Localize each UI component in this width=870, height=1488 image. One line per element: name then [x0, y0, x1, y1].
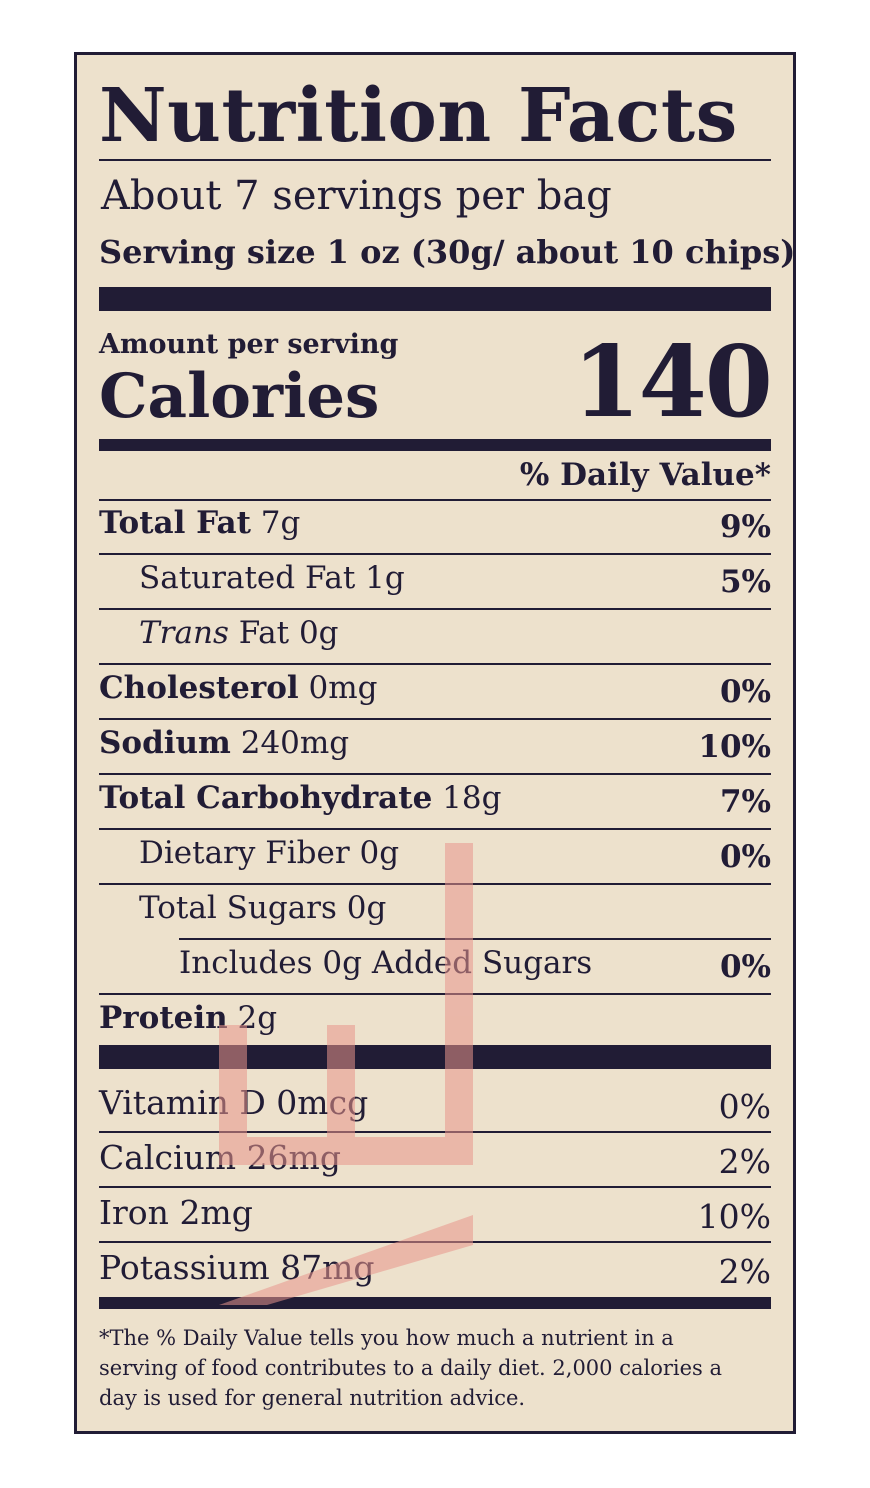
- vitamin-row: Iron 2mg 10%: [99, 1189, 771, 1243]
- nutrient-name: Sodium 240mg: [99, 725, 349, 761]
- nutrient-daily-value: 10%: [698, 729, 771, 765]
- vitamin-row: Vitamin D 0mcg 0%: [99, 1079, 771, 1133]
- nutrient-label: Sodium: [99, 725, 231, 761]
- dv-header-divider: [99, 499, 771, 501]
- vitamin-row: Calcium 26mg 2%: [99, 1134, 771, 1188]
- nutrient-name: Total Carbohydrate 18g: [99, 780, 501, 816]
- nutrient-label: Protein: [99, 1000, 228, 1036]
- nutrient-label: Includes 0g Added Sugars: [179, 945, 593, 981]
- thick-divider-vitamins: [99, 1045, 771, 1069]
- nutrient-amount: 2g: [237, 1000, 278, 1036]
- nutrient-daily-value: 7%: [719, 784, 771, 820]
- nutrient-row: Saturated Fat 1g 5%: [99, 556, 771, 610]
- nutrient-row: Includes 0g Added Sugars 0%: [99, 941, 771, 995]
- nutrient-daily-value: 9%: [719, 509, 771, 545]
- calories-value: 140: [572, 325, 773, 440]
- vitamin-label: Potassium: [99, 1248, 270, 1287]
- vitamin-name: Vitamin D 0mcg: [99, 1083, 368, 1122]
- nutrient-row: Total Fat 7g 9%: [99, 501, 771, 555]
- nutrient-daily-value: 0%: [719, 949, 771, 985]
- vitamin-amount: 2mg: [179, 1193, 253, 1232]
- row-divider: [99, 718, 771, 720]
- row-divider: [99, 773, 771, 775]
- nutrient-name: Includes 0g Added Sugars: [179, 945, 592, 981]
- row-divider: [99, 1186, 771, 1188]
- nutrient-label: Total Sugars: [139, 890, 337, 926]
- nutrient-name: Trans Fat 0g: [139, 615, 339, 651]
- nutrient-daily-value: 5%: [719, 564, 771, 600]
- nutrient-amount: 240mg: [240, 725, 350, 761]
- nutrient-daily-value: 0%: [719, 674, 771, 710]
- nutrient-row: Cholesterol 0mg 0%: [99, 666, 771, 720]
- row-divider: [99, 1241, 771, 1243]
- panel-content: Nutrition Facts About 7 servings per bag…: [99, 55, 795, 1431]
- nutrient-row: Total Sugars 0g: [99, 886, 771, 940]
- nutrient-name: Protein 2g: [99, 1000, 277, 1036]
- nutrient-row: Total Carbohydrate 18g 7%: [99, 776, 771, 830]
- nutrient-label: Dietary Fiber: [139, 835, 350, 871]
- vitamin-label: Calcium: [99, 1138, 237, 1177]
- nutrient-name: Dietary Fiber 0g: [139, 835, 399, 871]
- nutrient-amount: 0g: [298, 615, 339, 651]
- nutrient-name-italic: Trans: [139, 615, 229, 651]
- vitamin-daily-value: 2%: [718, 1252, 771, 1291]
- thick-divider-top: [99, 287, 771, 311]
- row-divider: [99, 993, 771, 995]
- row-divider: [99, 883, 771, 885]
- title-divider: [99, 159, 771, 161]
- row-divider: [99, 828, 771, 830]
- nutrient-row: Dietary Fiber 0g 0%: [99, 831, 771, 885]
- nutrient-amount: 1g: [365, 560, 405, 596]
- nutrient-name: Total Fat 7g: [99, 505, 300, 541]
- vitamin-name: Potassium 87mg: [99, 1248, 375, 1287]
- vitamin-label: Iron: [99, 1193, 169, 1232]
- row-divider: [99, 608, 771, 610]
- vitamin-daily-value: 10%: [697, 1197, 771, 1236]
- nutrient-label: Saturated Fat: [139, 560, 356, 596]
- nutrient-label: Cholesterol: [99, 670, 299, 706]
- nutrient-name: Cholesterol 0mg: [99, 670, 378, 706]
- nutrition-facts-panel: Nutrition Facts About 7 servings per bag…: [74, 52, 796, 1434]
- nutrient-name: Total Sugars 0g: [139, 890, 386, 926]
- nutrient-label: Total Fat: [99, 505, 251, 541]
- nutrient-amount: 0mg: [308, 670, 378, 706]
- vitamin-daily-value: 0%: [718, 1087, 771, 1126]
- row-divider: [99, 1131, 771, 1133]
- vitamin-amount: 87mg: [280, 1248, 375, 1287]
- nutrient-amount: 0g: [359, 835, 400, 871]
- nutrient-amount: 0g: [346, 890, 387, 926]
- daily-value-header: % Daily Value*: [519, 457, 771, 493]
- row-divider: [179, 938, 771, 940]
- footnote-divider: [99, 1297, 771, 1309]
- vitamin-name: Calcium 26mg: [99, 1138, 341, 1177]
- amount-per-serving-label: Amount per serving: [99, 329, 399, 360]
- calories-divider: [99, 439, 771, 451]
- nutrient-row: Protein 2g: [99, 996, 771, 1050]
- nutrient-label: Total Carbohydrate: [99, 780, 433, 816]
- panel-title: Nutrition Facts: [99, 73, 738, 159]
- calories-label: Calories: [99, 361, 380, 432]
- row-divider: [99, 553, 771, 555]
- vitamin-label: Vitamin D: [99, 1083, 266, 1122]
- vitamin-amount: 0mcg: [276, 1083, 369, 1122]
- nutrient-amount: 18g: [442, 780, 502, 816]
- nutrient-amount: 7g: [260, 505, 301, 541]
- footnote: *The % Daily Value tells you how much a …: [99, 1326, 722, 1410]
- serving-size: Serving size 1 oz (30g/ about 10 chips): [99, 233, 796, 271]
- nutrient-daily-value: 0%: [719, 839, 771, 875]
- nutrient-label: Fat: [238, 615, 290, 651]
- row-divider: [99, 663, 771, 665]
- nutrient-row: Sodium 240mg 10%: [99, 721, 771, 775]
- vitamin-amount: 26mg: [246, 1138, 341, 1177]
- vitamin-name: Iron 2mg: [99, 1193, 253, 1232]
- nutrient-row: Trans Fat 0g: [99, 611, 771, 665]
- nutrient-name: Saturated Fat 1g: [139, 560, 405, 596]
- servings-per-container: About 7 servings per bag: [101, 173, 612, 219]
- vitamin-daily-value: 2%: [718, 1142, 771, 1181]
- vitamin-row: Potassium 87mg 2%: [99, 1244, 771, 1298]
